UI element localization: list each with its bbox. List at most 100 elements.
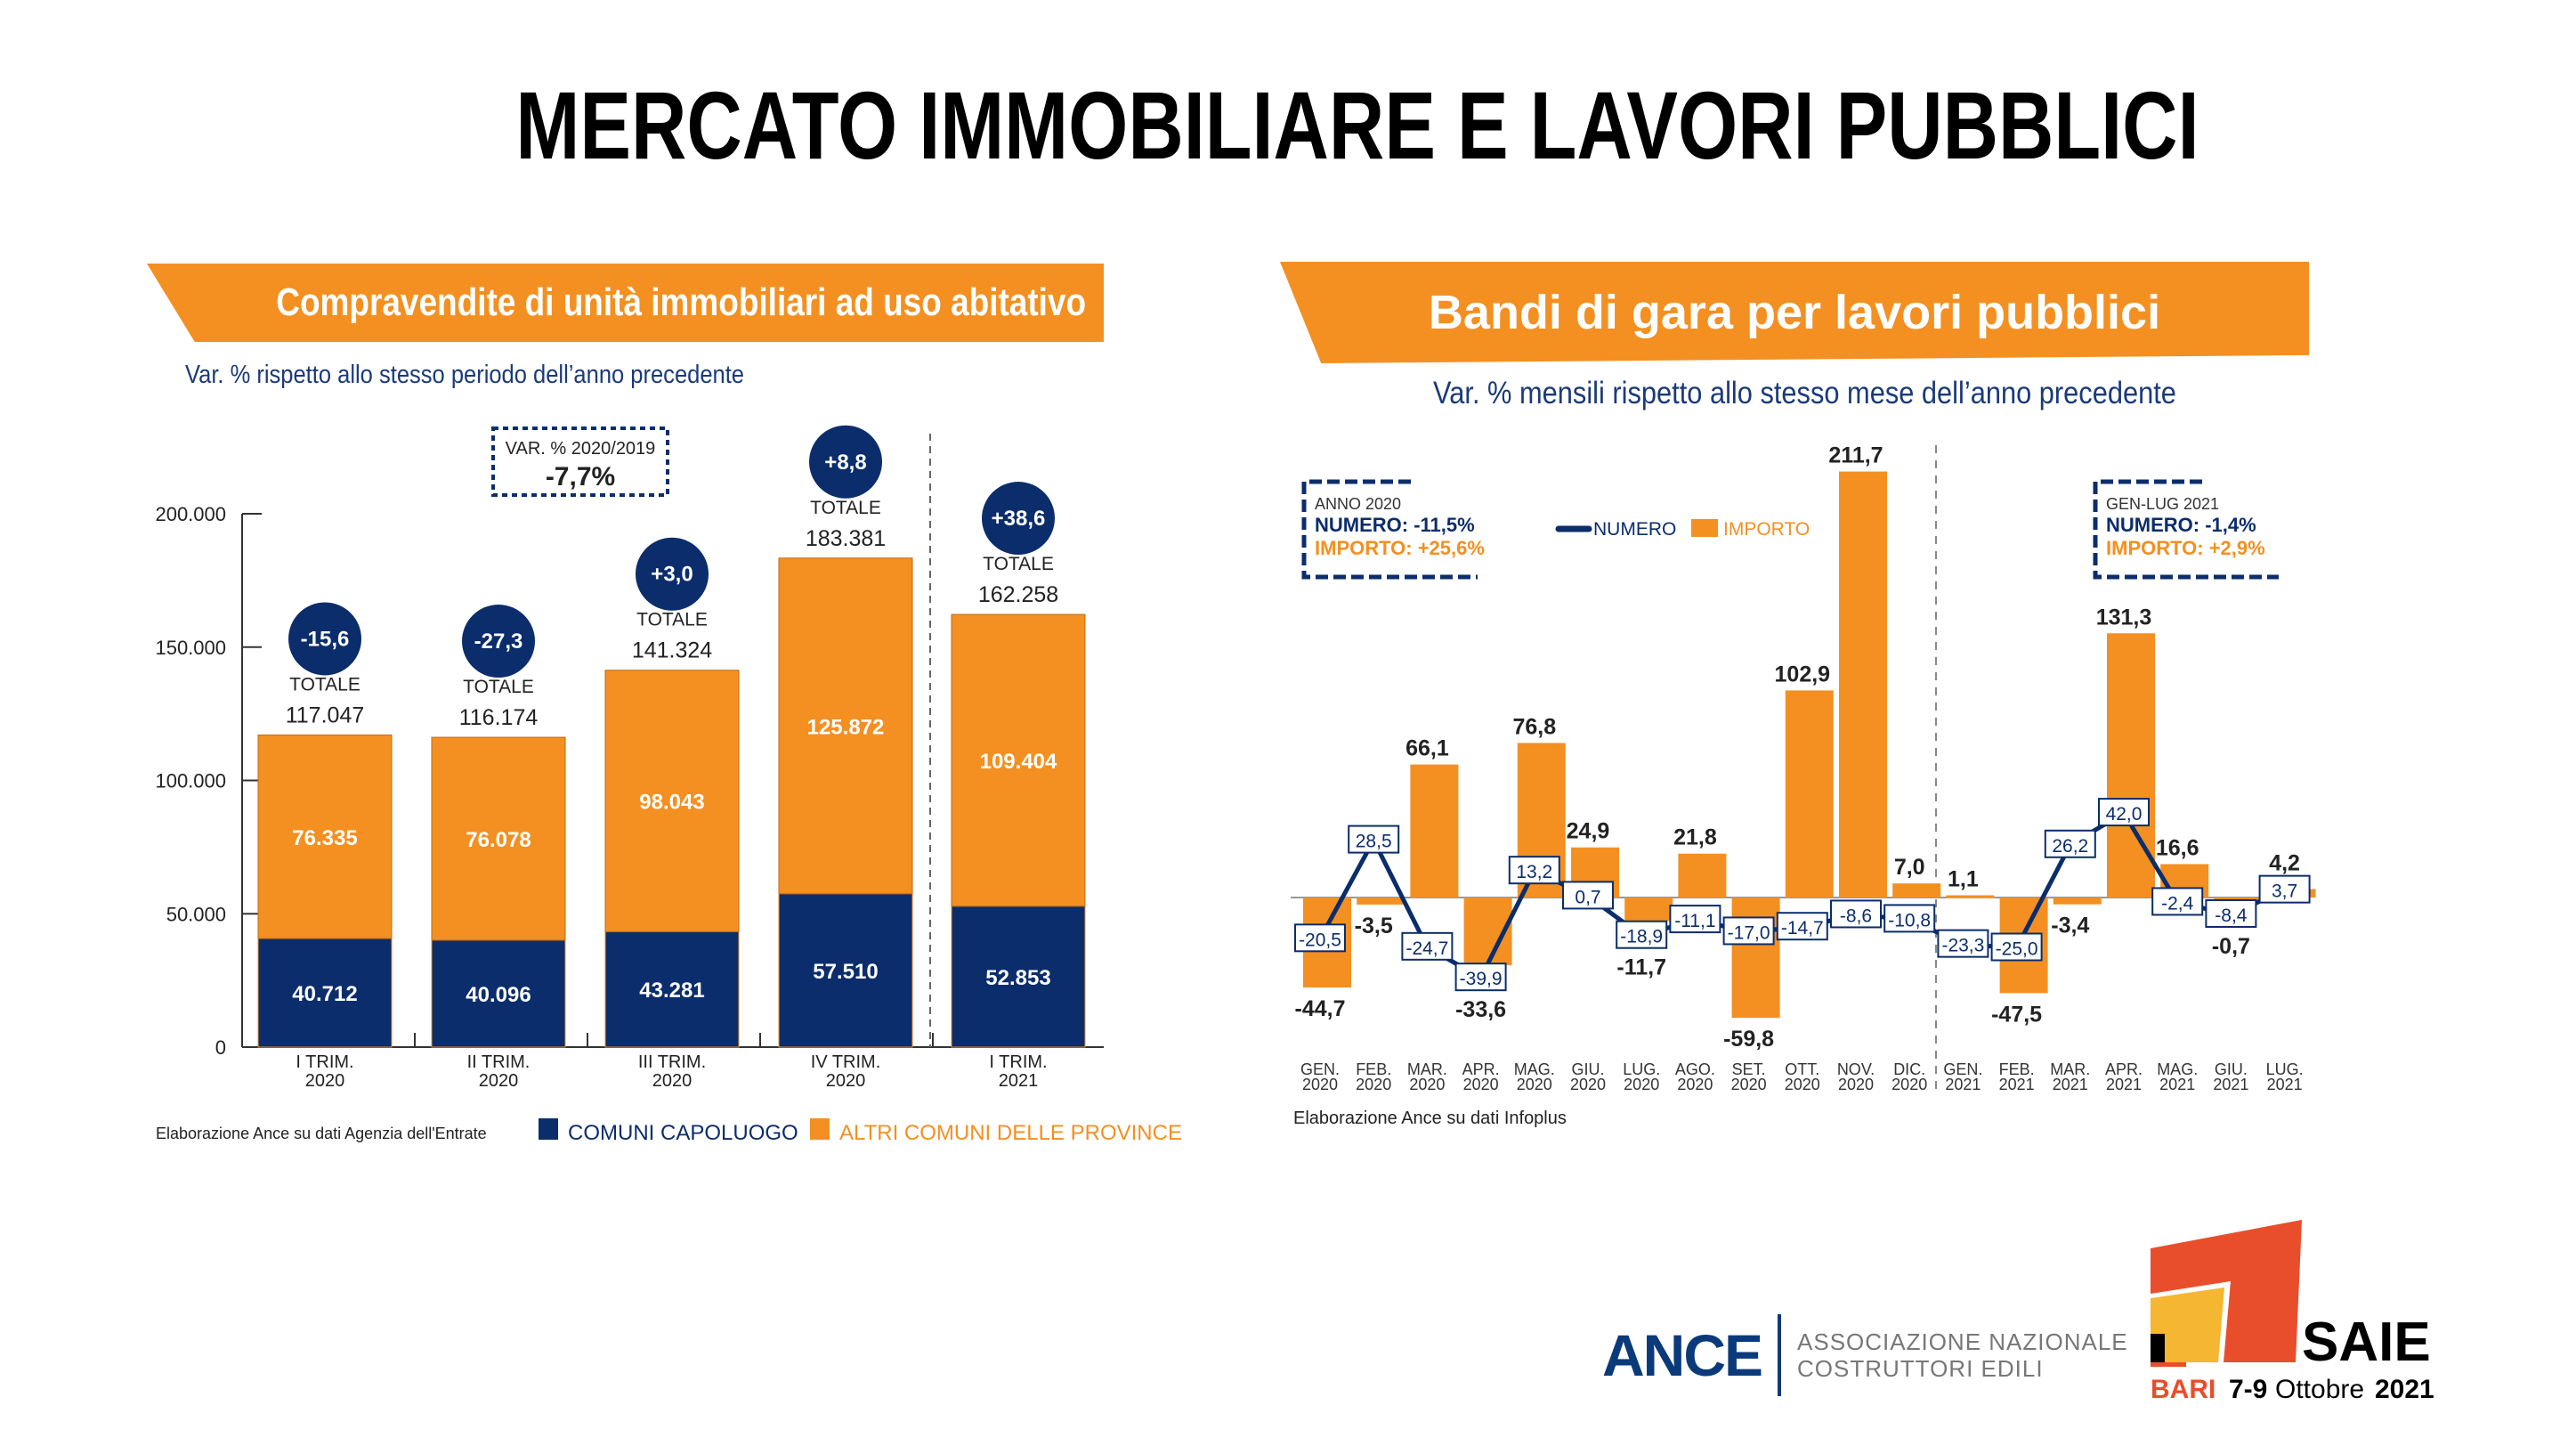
point-label-box-numero bbox=[1830, 899, 1882, 929]
bar-label-importo: 211,7 bbox=[1828, 443, 1883, 468]
bar-comuni-capoluogo bbox=[951, 906, 1086, 1048]
bar-importo bbox=[1839, 471, 1887, 898]
var-badge-label: -27,3 bbox=[474, 630, 523, 654]
point-label-numero: -23,3 bbox=[1941, 936, 1984, 956]
bar-importo bbox=[1785, 690, 1834, 898]
bar-importo bbox=[1946, 895, 1995, 898]
right-chart-banner: Bandi di gara per lavori pubblici bbox=[1280, 262, 2309, 363]
summary-numero-box2020: NUMERO: -11,5% bbox=[1315, 514, 1475, 536]
x-tick-label: NOV. bbox=[1837, 1060, 1875, 1078]
bar-label-importo: 1,1 bbox=[1948, 867, 1979, 892]
var-badge-label: +8,8 bbox=[824, 451, 866, 475]
bar-label-capoluogo: 57.510 bbox=[813, 960, 878, 984]
bar-importo bbox=[1357, 898, 1405, 905]
point-label-numero: -24,7 bbox=[1405, 938, 1448, 959]
bar-altri-comuni bbox=[604, 670, 740, 932]
bar-altri-comuni bbox=[778, 557, 913, 895]
total-value: 141.324 bbox=[632, 638, 712, 663]
x-tick-label: 2020 bbox=[1838, 1076, 1874, 1093]
bar-comuni-capoluogo bbox=[778, 893, 913, 1048]
y-tick-label: 0 bbox=[215, 1036, 226, 1059]
bar-label-importo: 66,1 bbox=[1405, 736, 1449, 761]
var-badge bbox=[288, 602, 361, 676]
x-tick-label: GIU. bbox=[1571, 1060, 1604, 1078]
legend-swatch-capoluogo bbox=[539, 1118, 558, 1140]
bar-label-importo: -47,5 bbox=[1991, 1002, 2042, 1027]
point-label-numero: -8,4 bbox=[2215, 906, 2248, 926]
x-tick-label: 2020 bbox=[826, 1071, 866, 1091]
saie-logo: SAIE BARI 7-9 Ottobre 2021 bbox=[2151, 1220, 2434, 1404]
x-tick-label: 2020 bbox=[1409, 1076, 1445, 1093]
legend-swatch-importo bbox=[1691, 519, 1718, 537]
point-label-box-numero bbox=[1937, 929, 1989, 958]
var-badge bbox=[982, 482, 1055, 556]
point-label-numero: 0,7 bbox=[1575, 887, 1600, 907]
ance-line2: COSTRUTTORI EDILI bbox=[1797, 1355, 2044, 1382]
var-badge-label: +38,6 bbox=[992, 507, 1046, 531]
total-label: TOTALE bbox=[636, 610, 708, 630]
point-label-numero: -18,9 bbox=[1620, 927, 1663, 947]
page-title-container: MERCATO IMMOBILIARE E LAVORI PUBBLICI bbox=[0, 69, 2576, 181]
bar-label-capoluogo: 40.096 bbox=[466, 983, 531, 1007]
point-label-numero: -14,7 bbox=[1781, 918, 1824, 938]
x-tick-label: 2021 bbox=[2106, 1076, 2142, 1093]
x-tick-label: 2020 bbox=[479, 1071, 519, 1091]
bar-label-importo: -33,6 bbox=[1455, 997, 1506, 1022]
x-tick-label: APR. bbox=[2105, 1060, 2143, 1078]
left-chart-subtitle: Var. % rispetto allo stesso periodo dell… bbox=[185, 361, 745, 389]
point-label-box-numero bbox=[1454, 963, 1507, 992]
var-badge bbox=[809, 425, 882, 499]
bar-label-importo: 76,8 bbox=[1512, 714, 1556, 739]
x-tick-label: 2020 bbox=[1356, 1076, 1391, 1093]
bar-label-importo: -3,4 bbox=[2051, 914, 2089, 938]
bar-label-importo: 24,9 bbox=[1567, 819, 1610, 844]
x-tick-label: 2021 bbox=[2267, 1076, 2303, 1093]
x-tick-label: FEB. bbox=[1999, 1060, 2035, 1078]
bar-label-capoluogo: 52.853 bbox=[985, 966, 1050, 990]
ance-divider bbox=[1778, 1314, 1782, 1396]
saie-city: BARI bbox=[2151, 1375, 2216, 1404]
x-tick-label: 2020 bbox=[1302, 1076, 1338, 1093]
summary-title-box2020: ANNO 2020 bbox=[1315, 495, 1401, 513]
x-tick-label: GEN. bbox=[1943, 1060, 1982, 1078]
point-label-numero: 3,7 bbox=[2272, 881, 2297, 902]
point-label-box-numero bbox=[1883, 904, 1936, 933]
point-label-numero: -11,1 bbox=[1674, 911, 1715, 931]
x-tick-label: II TRIM. bbox=[467, 1052, 531, 1072]
point-label-box-numero bbox=[1616, 920, 1668, 949]
bar-label-importo: 7,0 bbox=[1894, 855, 1925, 880]
bar-label-importo: 16,6 bbox=[2156, 835, 2199, 860]
y-tick-label: 150.000 bbox=[155, 637, 226, 659]
bar-altri-comuni bbox=[951, 613, 1086, 907]
point-label-numero: -8,6 bbox=[1840, 906, 1872, 926]
x-tick-label: 2021 bbox=[1945, 1076, 1981, 1093]
x-tick-label: I TRIM. bbox=[989, 1052, 1047, 1072]
bar-label-altri: 125.872 bbox=[807, 715, 885, 739]
saie-year: 2021 bbox=[2375, 1375, 2434, 1404]
point-label-numero: -17,0 bbox=[1728, 922, 1770, 943]
total-label: TOTALE bbox=[463, 677, 534, 697]
x-tick-label: 2021 bbox=[2213, 1076, 2248, 1093]
summary-importo-box2021: IMPORTO: +2,9% bbox=[2106, 537, 2265, 559]
bar-comuni-capoluogo bbox=[257, 938, 393, 1048]
x-tick-label: GIU. bbox=[2215, 1060, 2248, 1078]
legend-label-altri: ALTRI COMUNI DELLE PROVINCE bbox=[839, 1121, 1182, 1145]
point-label-box-numero bbox=[1508, 856, 1560, 885]
bar-label-importo: -3,5 bbox=[1355, 914, 1393, 938]
ance-logo: ANCE ASSOCIAZIONE NAZIONALE COSTRUTTORI … bbox=[1602, 1314, 2128, 1396]
bar-label-capoluogo: 40.712 bbox=[292, 982, 357, 1006]
bar-label-importo: -11,7 bbox=[1616, 955, 1666, 980]
bar-importo bbox=[1892, 883, 1941, 898]
point-label-box-numero bbox=[1776, 912, 1828, 941]
point-label-numero: -25,0 bbox=[1996, 939, 2038, 960]
bar-importo bbox=[1731, 898, 1780, 1019]
bar-label-importo: 102,9 bbox=[1775, 662, 1831, 686]
point-label-box-numero bbox=[1722, 916, 1775, 946]
x-tick-label: MAR. bbox=[2050, 1060, 2090, 1078]
bar-comuni-capoluogo bbox=[604, 930, 740, 1048]
total-value: 117.047 bbox=[286, 703, 365, 727]
point-label-box-numero bbox=[1348, 825, 1400, 854]
legend-label-capoluogo: COMUNI CAPOLUOGO bbox=[568, 1121, 798, 1145]
point-label-box-numero bbox=[2258, 874, 2311, 904]
total-value: 183.381 bbox=[806, 526, 886, 551]
